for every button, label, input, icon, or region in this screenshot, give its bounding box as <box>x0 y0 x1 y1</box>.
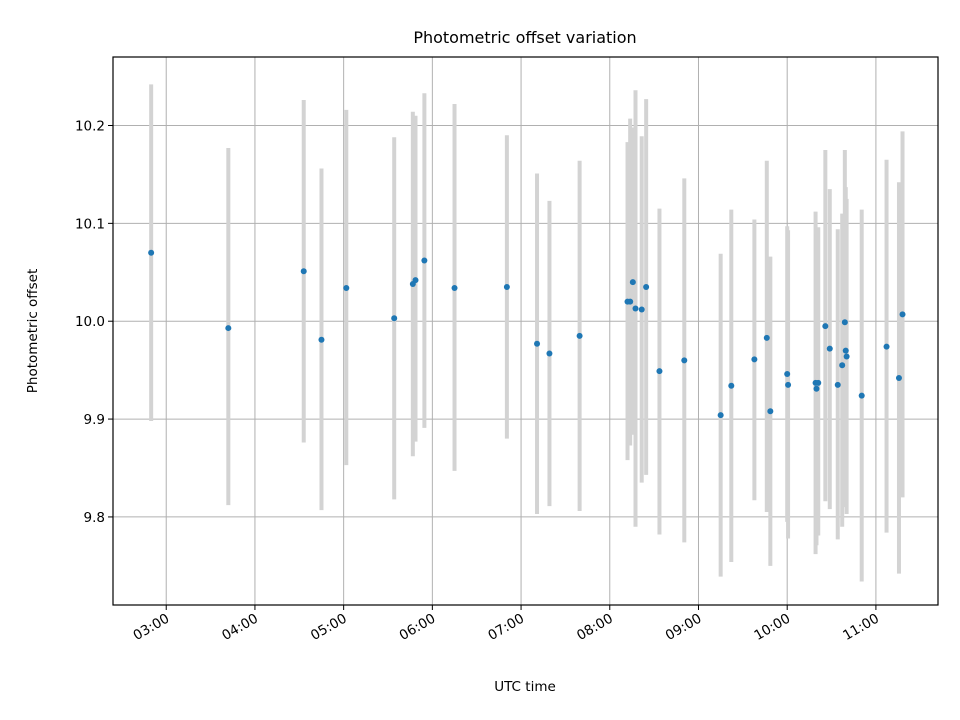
x-axis-label: UTC time <box>494 679 556 695</box>
data-point <box>629 279 636 286</box>
y-tick-label: 9.8 <box>84 510 105 526</box>
data-point <box>842 347 849 354</box>
data-point <box>784 371 791 378</box>
data-point <box>638 306 645 313</box>
y-axis-ticks: 9.8 9.9 10.0 10.1 10.2 <box>75 119 113 526</box>
data-point <box>858 392 865 399</box>
data-point <box>225 325 232 332</box>
chart-title: Photometric offset variation <box>413 28 636 47</box>
data-point <box>546 350 553 357</box>
grid <box>113 57 938 605</box>
data-point <box>822 323 829 330</box>
data-point <box>728 382 735 389</box>
data-point <box>627 298 634 305</box>
data-point <box>767 408 774 415</box>
y-tick-label: 9.9 <box>84 412 105 428</box>
data-point <box>895 374 902 381</box>
data-point <box>412 277 419 284</box>
data-point <box>839 362 846 369</box>
data-point <box>503 283 510 290</box>
data-point <box>681 357 688 364</box>
data-point <box>451 284 458 291</box>
data-point <box>763 334 770 341</box>
data-point <box>534 340 541 347</box>
data-point <box>421 257 428 264</box>
data-point <box>883 343 890 350</box>
y-tick-label: 10.2 <box>75 119 105 135</box>
data-point <box>826 345 833 352</box>
data-point <box>717 412 724 419</box>
data-points <box>148 249 906 419</box>
data-point <box>813 385 820 392</box>
y-tick-label: 10.0 <box>75 314 105 330</box>
data-point <box>751 356 758 363</box>
data-point <box>148 249 155 256</box>
data-point <box>643 283 650 290</box>
data-point <box>656 368 663 375</box>
data-point <box>785 381 792 388</box>
data-point <box>576 332 583 339</box>
y-tick-label: 10.1 <box>75 216 105 232</box>
plot-frame <box>112 56 939 606</box>
data-point <box>843 353 850 360</box>
y-axis-label: Photometric offset <box>25 269 41 393</box>
data-point <box>834 381 841 388</box>
data-point <box>391 315 398 322</box>
data-point <box>632 305 639 312</box>
data-point <box>343 284 350 291</box>
data-point <box>815 379 822 386</box>
data-point <box>899 311 906 318</box>
data-point <box>318 336 325 343</box>
data-point <box>841 319 848 326</box>
data-point <box>300 268 307 275</box>
